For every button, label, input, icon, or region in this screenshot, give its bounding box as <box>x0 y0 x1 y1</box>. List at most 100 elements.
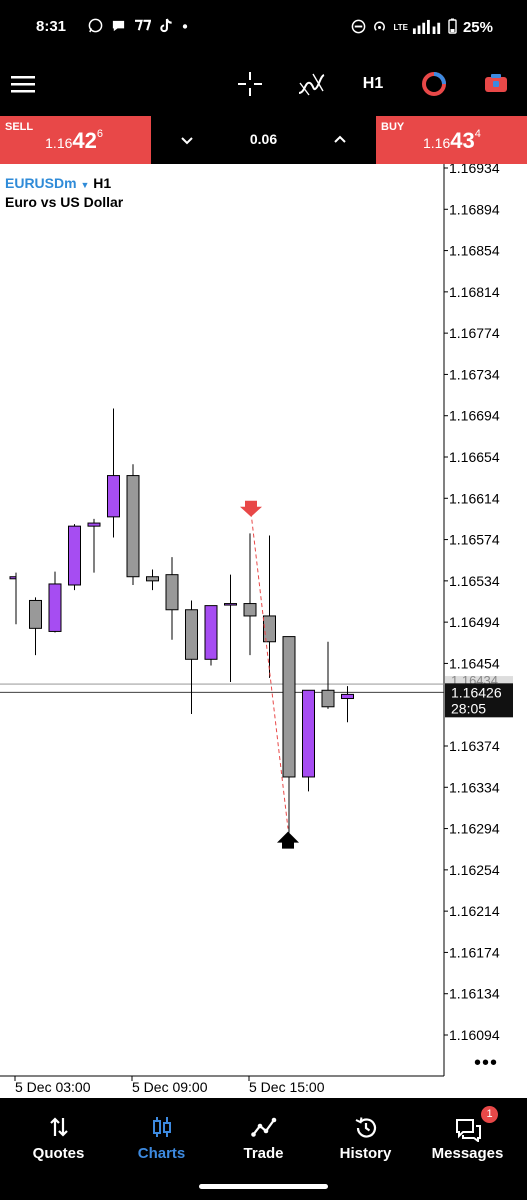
chevron-up-icon <box>334 135 346 143</box>
candle-body <box>321 689 335 708</box>
crosshair-button[interactable] <box>236 68 264 100</box>
candle-body <box>126 475 140 578</box>
chart-timeframe: H1 <box>93 175 112 191</box>
whatsapp-icon <box>88 18 103 36</box>
caret-down-icon[interactable]: ▼ <box>80 180 90 190</box>
symbol-name[interactable]: EURUSDm <box>5 175 77 191</box>
y-tick-label: 1.16614 <box>449 490 500 506</box>
bid-price-tag <box>445 683 513 718</box>
trade-line-icon <box>211 1116 316 1142</box>
candle-body <box>282 636 296 778</box>
lot-size-value[interactable]: 0.06 <box>249 131 278 147</box>
one-click-trade-panel: SELL 1.16426 0.06 BUY 1.16434 <box>0 116 527 164</box>
nav-quotes[interactable]: Quotes <box>6 1098 111 1170</box>
candle-body <box>243 603 257 617</box>
y-tick-label: 1.16454 <box>449 655 500 671</box>
more-options-icon[interactable]: ••• <box>474 1052 499 1074</box>
price-chart[interactable]: 1.16934 1.16894 1.16854 1.16814 1.16774 1.167… <box>0 164 527 1098</box>
messages-icon <box>415 1116 520 1142</box>
trade-objects-icon <box>422 72 446 96</box>
app-logo-icon <box>134 18 152 36</box>
trade-objects-button[interactable] <box>420 68 448 100</box>
signal-icon <box>412 19 442 37</box>
candle-body <box>68 525 81 586</box>
battery-percent: 25% <box>462 19 493 36</box>
candle-body <box>48 583 62 632</box>
charts-candles-icon <box>109 1116 214 1142</box>
nav-trade[interactable]: Trade <box>211 1098 316 1170</box>
buy-price-big: 43 <box>450 128 475 153</box>
symbol-description: Euro vs US Dollar <box>5 194 124 210</box>
ask-price-tag <box>445 676 513 687</box>
lte-label: LTE <box>393 23 408 32</box>
history-clock-icon <box>313 1116 418 1142</box>
nav-history[interactable]: History <box>313 1098 418 1170</box>
buy-price-sup: 4 <box>474 128 481 140</box>
account-icon <box>485 74 507 92</box>
y-tick-label: 1.16774 <box>449 325 500 341</box>
menu-button[interactable] <box>10 68 36 100</box>
battery-icon <box>448 18 457 37</box>
candle-body <box>185 609 198 660</box>
sell-label: SELL <box>5 121 34 133</box>
tiktok-icon <box>159 18 173 36</box>
candle-body <box>29 599 42 629</box>
y-tick-label: 1.16574 <box>449 532 500 548</box>
indicators-icon <box>298 73 325 96</box>
candle-body <box>107 475 120 518</box>
y-tick-label: 1.16694 <box>449 408 500 424</box>
indicators-button[interactable] <box>296 68 326 100</box>
candle-body <box>204 605 218 660</box>
chart-toolbar: H1 <box>0 52 527 116</box>
lot-size-control: 0.06 <box>151 116 376 164</box>
account-button[interactable] <box>482 68 510 100</box>
y-tick-label: 1.16294 <box>449 821 500 837</box>
lot-increase-button[interactable] <box>328 128 352 152</box>
sell-button[interactable]: SELL 1.16426 <box>0 116 151 164</box>
notification-icons <box>88 18 189 36</box>
y-tick-label: 1.16654 <box>449 449 500 465</box>
candle-body <box>87 522 101 527</box>
chart-symbol-header[interactable]: EURUSDm ▼ H1 <box>5 175 111 191</box>
candle-body <box>224 603 237 606</box>
candle-body <box>9 576 17 580</box>
y-tick-label: 1.16814 <box>449 284 500 300</box>
bottom-navigation: Quotes Charts Trade History 1 Messages <box>0 1098 527 1178</box>
y-tick-label: 1.16174 <box>449 944 500 960</box>
quotes-arrows-icon <box>6 1116 111 1142</box>
timeframe-button[interactable]: H1 <box>362 75 384 92</box>
status-time: 8:31 <box>36 18 67 35</box>
y-tick-label: 1.16894 <box>449 201 500 217</box>
nav-charts[interactable]: Charts <box>109 1098 214 1170</box>
y-tick-label: 1.16934 <box>449 164 500 176</box>
buy-label: BUY <box>381 121 405 133</box>
trade-connector-line <box>250 512 289 829</box>
nav-charts-label: Charts <box>137 1145 186 1162</box>
home-indicator <box>199 1184 328 1189</box>
candle-body <box>302 689 315 778</box>
nav-history-label: History <box>339 1145 392 1162</box>
lot-decrease-button[interactable] <box>175 128 199 152</box>
chart-area[interactable]: 1.16934 1.16894 1.16854 1.16814 1.16774 1.167… <box>0 164 527 1098</box>
y-tick-label: 1.16094 <box>449 1027 500 1043</box>
y-tick-label: 1.16374 <box>449 738 500 754</box>
hotspot-icon <box>372 19 387 37</box>
nav-trade-label: Trade <box>243 1145 284 1162</box>
status-bar: 8:31 LTE <box>0 0 527 52</box>
buy-button[interactable]: BUY 1.16434 <box>376 116 527 164</box>
y-tick-label: 1.16214 <box>449 903 500 919</box>
system-icons: LTE 25% <box>351 18 493 37</box>
buy-price: 1.16434 <box>423 128 481 154</box>
sell-price-sup: 6 <box>96 128 103 140</box>
sell-price-prefix: 1.16 <box>45 135 73 151</box>
dot-icon <box>181 18 189 36</box>
bar-countdown-label: 28:05 <box>451 700 486 716</box>
menu-icon <box>11 76 35 93</box>
y-tick-label: 1.16334 <box>449 779 500 795</box>
sell-arrow-marker <box>240 500 262 517</box>
chat-bubble-icon <box>111 18 126 36</box>
y-tick-label: 1.16534 <box>449 573 500 589</box>
nav-messages[interactable]: 1 Messages <box>415 1098 520 1170</box>
candle-body <box>146 576 159 582</box>
